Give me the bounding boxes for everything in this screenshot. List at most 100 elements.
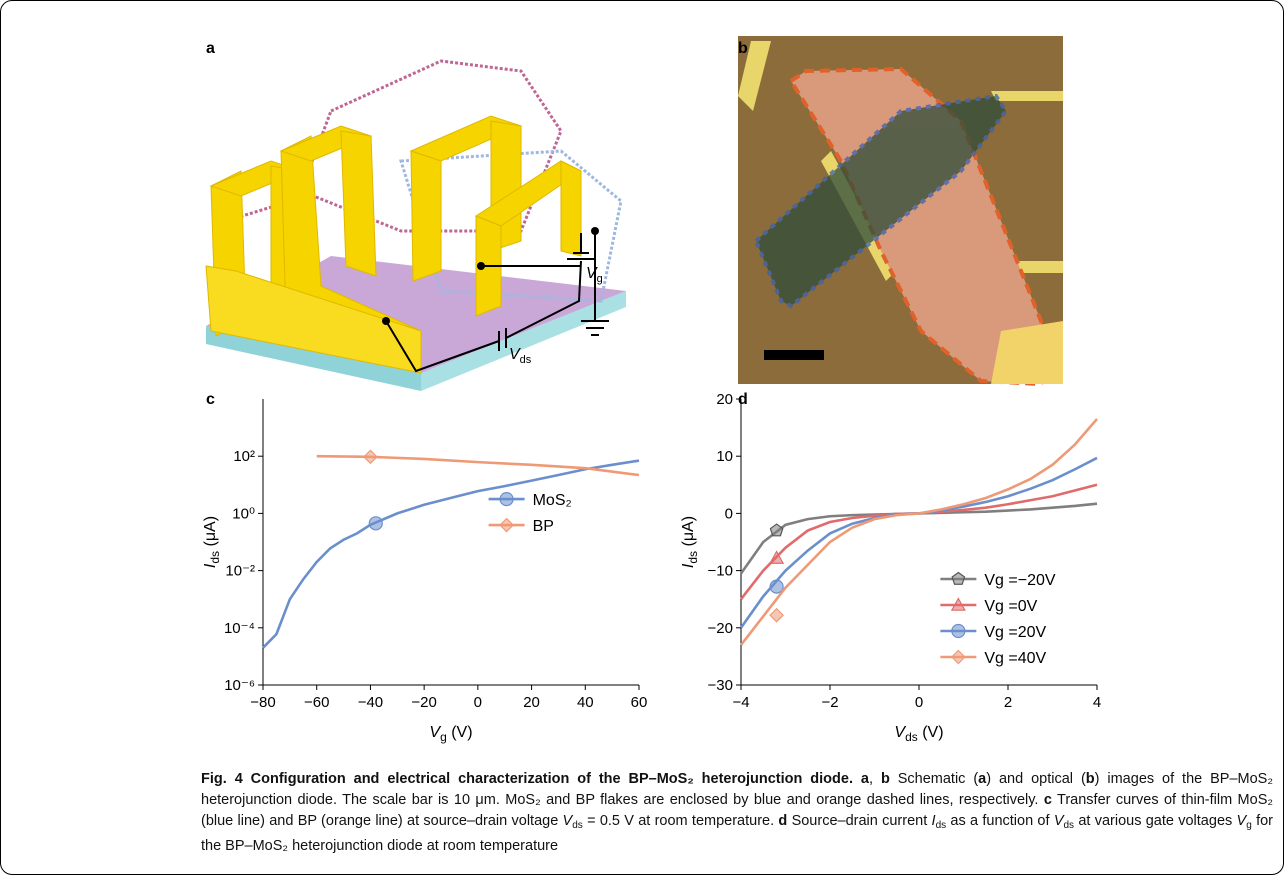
caption-text: b xyxy=(1085,771,1095,787)
axis-label: Vg (V) xyxy=(429,724,472,744)
mos2-flake xyxy=(753,93,1009,309)
caption-text: I xyxy=(931,813,936,829)
scale-bar xyxy=(764,350,824,360)
wire xyxy=(385,320,500,373)
bp-lattice xyxy=(224,199,303,313)
caption-text: Source–drain current xyxy=(787,813,932,829)
x-tick-label: 20 xyxy=(523,694,540,711)
electrodes xyxy=(205,115,582,374)
y-tick-label: −10 xyxy=(708,563,733,580)
marker xyxy=(769,523,784,537)
caption-text: ds xyxy=(1063,820,1075,831)
caption-text: a xyxy=(978,771,987,787)
y-tick-label: 10⁻⁴ xyxy=(224,620,255,637)
y-tick-label: 10⁻² xyxy=(225,563,255,580)
caption-text: d xyxy=(778,813,788,829)
caption-text: ) images of the BP–MoS₂ heterojunction d… xyxy=(201,771,1273,808)
caption-text xyxy=(853,771,861,787)
caption-text: as a function of xyxy=(946,813,1054,829)
x-tick-label: 4 xyxy=(1093,694,1101,711)
substrate-side xyxy=(206,326,421,391)
legend-label: Vg =40V xyxy=(984,650,1046,667)
y-tick-label: −30 xyxy=(708,677,733,694)
unit: (μA) xyxy=(680,516,697,551)
unit: (μA) xyxy=(202,516,219,551)
caption-text: = 0.5 V at room temperature. xyxy=(582,813,779,829)
legend-marker xyxy=(951,571,966,585)
electrode xyxy=(410,150,442,282)
caption-text: , xyxy=(869,771,881,787)
y-tick-label: −20 xyxy=(708,620,733,637)
subscript: ds xyxy=(208,551,222,564)
electrode xyxy=(205,265,422,374)
contact xyxy=(477,262,485,270)
axis-label: Ids (μA) xyxy=(202,516,222,568)
caption-text: c xyxy=(1043,792,1052,808)
symbol: V xyxy=(894,724,906,741)
y-tick-label: 10 xyxy=(716,448,733,465)
y-tick-label: 10² xyxy=(233,448,255,465)
symbol: I xyxy=(680,563,697,568)
caption-text: Transfer curves of thin-film MoS₂ (blue … xyxy=(201,792,1274,829)
caption-text: V xyxy=(1236,813,1247,829)
x-tick-label: −4 xyxy=(732,694,749,711)
marker xyxy=(368,516,383,531)
series-line xyxy=(739,418,1098,646)
x-tick-label: −2 xyxy=(821,694,838,711)
legend-label: MoS₂ xyxy=(533,492,572,509)
schematic: Vg Vds xyxy=(205,59,626,391)
caption-text: at various gate voltages xyxy=(1074,813,1237,829)
circuit xyxy=(385,231,609,373)
legend-marker xyxy=(950,597,966,611)
bp-flake xyxy=(788,66,1054,387)
panel-label: a xyxy=(206,40,215,57)
caption-text: a xyxy=(860,771,869,787)
gate-label: Vg xyxy=(586,265,603,285)
legend-label: Vg =0V xyxy=(984,598,1037,615)
symbol: V xyxy=(586,265,598,282)
legend-label: Vg =20V xyxy=(984,624,1046,641)
chart: 10⁻⁶ 10⁻⁴ 10⁻² 10⁰ 10² −80 −60 −40 −20 0 20 40 60 Vg … xyxy=(202,399,647,744)
x-tick-label: 0 xyxy=(915,694,923,711)
y-tick-label: 10⁰ xyxy=(232,505,255,522)
panel-label: c xyxy=(206,391,215,408)
electrode-pad xyxy=(991,321,1063,384)
legend-label: Vg =−20V xyxy=(984,572,1056,589)
series-line xyxy=(262,459,640,649)
caption-text: ds xyxy=(572,820,583,831)
symbol: V xyxy=(509,346,521,363)
caption-text: V xyxy=(562,813,573,829)
x-tick-label: 60 xyxy=(631,694,648,711)
y-tick-label: 20 xyxy=(716,391,733,408)
axis-label: Vds (V) xyxy=(894,724,943,744)
unit: (V) xyxy=(447,724,473,741)
x-tick-label: −40 xyxy=(358,694,383,711)
series-line xyxy=(739,456,1098,629)
caption-text: ds xyxy=(935,820,947,831)
electrode xyxy=(560,160,582,257)
unit: (V) xyxy=(918,724,944,741)
subscript: ds xyxy=(686,551,700,564)
panel-label: b xyxy=(738,40,748,57)
marker xyxy=(769,579,784,594)
wire xyxy=(505,260,582,339)
marker xyxy=(769,550,785,564)
symbol: V xyxy=(429,724,441,741)
caption-text: V xyxy=(1053,813,1064,829)
caption-text: for the BP–MoS₂ heterojunction diode at … xyxy=(201,813,1273,854)
caption-text: g xyxy=(1246,820,1252,831)
x-tick-label: −20 xyxy=(411,694,436,711)
panel-label: d xyxy=(738,391,748,408)
caption-text: ) and optical ( xyxy=(986,771,1086,787)
optical-image xyxy=(738,36,1063,387)
series-line xyxy=(316,454,640,477)
subscript: g xyxy=(440,730,447,744)
legend-marker xyxy=(951,649,966,665)
legend-marker xyxy=(499,492,514,507)
x-tick-label: 0 xyxy=(474,694,482,711)
contact xyxy=(382,317,390,325)
legend-label: BP xyxy=(533,518,554,535)
x-tick-label: 40 xyxy=(577,694,594,711)
